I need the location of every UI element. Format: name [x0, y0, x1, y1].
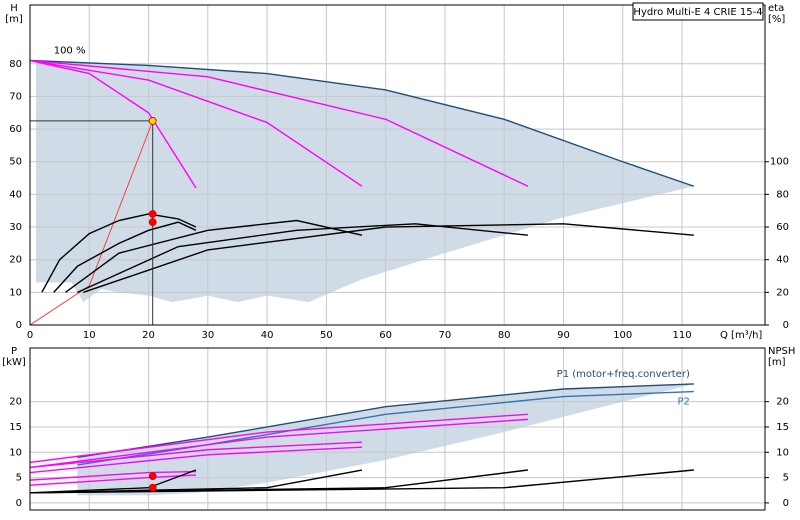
y-tick-label: 10 [9, 287, 22, 298]
curve [41, 213, 197, 293]
y-tick-label: 0 [16, 320, 22, 331]
curve [29, 413, 528, 464]
x-tick-label: 0 [27, 330, 33, 341]
x-tick-label: 80 [498, 330, 511, 341]
curve [65, 219, 363, 293]
y2-tick-label: 20 [776, 287, 789, 298]
y-tick-label: 40 [9, 189, 22, 200]
curve [29, 469, 694, 494]
y-tick-label: 10 [9, 447, 22, 458]
y-tick-label: 60 [9, 124, 22, 135]
curve [29, 418, 528, 469]
curve [77, 390, 694, 466]
x-axis-label: Q [m³/h] [720, 330, 762, 341]
y2-tick-label: 10 [776, 447, 789, 458]
y2-tick-label: 15 [776, 422, 789, 433]
chart-title: Hydro Multi-E 4 CRIE 15-4 [633, 7, 762, 18]
y2-tick-label: 20 [776, 397, 789, 408]
x-tick-label: 30 [201, 330, 214, 341]
y-axis-label: [kW] [2, 357, 26, 368]
y2-tick-label: 60 [776, 222, 789, 233]
operating-range [35, 60, 694, 303]
curve [77, 383, 694, 459]
x-tick-label: 70 [439, 330, 452, 341]
curve [53, 221, 197, 293]
y-tick-label: 20 [9, 255, 22, 266]
curve [29, 446, 362, 474]
annotation: 100 % [54, 46, 86, 57]
y-tick-label: 20 [9, 397, 22, 408]
plot-frame [29, 4, 766, 326]
duty-point [148, 218, 157, 227]
x-tick-label: 10 [83, 330, 96, 341]
y-tick-label: 30 [9, 222, 22, 233]
y-tick-label: 0 [16, 498, 22, 509]
y2-tick-label: 5 [783, 473, 789, 484]
y-tick-label: 70 [9, 91, 22, 102]
x-tick-label: 40 [261, 330, 274, 341]
curve [29, 59, 529, 187]
y2-axis-label: [%] [768, 14, 785, 25]
plot [29, 348, 765, 510]
duty-point [148, 472, 157, 480]
y-axis-label: [m] [5, 14, 23, 25]
title-box [632, 2, 764, 21]
curve [77, 223, 528, 293]
curve-label: P1 (motor+freq.converter) [557, 369, 690, 380]
x-tick-label: 110 [672, 330, 691, 341]
y2-tick-label: 100 [770, 157, 789, 168]
y-axis-label: P [11, 346, 17, 357]
y2-axis-label: NPSH [768, 346, 795, 357]
x-tick-label: 60 [379, 330, 392, 341]
y-tick-label: 50 [9, 157, 22, 168]
y2-tick-label: 0 [783, 498, 789, 509]
duty-point [148, 117, 157, 125]
x-tick-label: 50 [320, 330, 333, 341]
curve [83, 223, 694, 294]
curve [29, 59, 363, 187]
curve [29, 470, 196, 481]
y2-axis-label: eta [768, 3, 784, 14]
plot-frame [29, 347, 766, 511]
duty-point [148, 483, 157, 492]
x-tick-label: 100 [613, 330, 632, 341]
y-tick-label: 80 [9, 59, 22, 70]
y2-tick-label: 80 [776, 189, 789, 200]
y-tick-label: 15 [9, 422, 22, 433]
y-tick-label: 5 [16, 473, 22, 484]
curve [29, 469, 197, 494]
x-tick-label: 90 [557, 330, 570, 341]
curve [29, 59, 197, 189]
y2-tick-label: 40 [776, 255, 789, 266]
curve-label: P2 [677, 397, 689, 408]
y2-axis-label: [m] [768, 357, 786, 368]
duty-point [148, 210, 157, 218]
curve [29, 59, 695, 187]
x-tick-label: 20 [142, 330, 155, 341]
y-axis-label: H [10, 3, 18, 14]
y2-tick-label: 0 [783, 320, 789, 331]
curve [29, 441, 362, 469]
plot [29, 5, 765, 326]
curve [29, 120, 154, 326]
